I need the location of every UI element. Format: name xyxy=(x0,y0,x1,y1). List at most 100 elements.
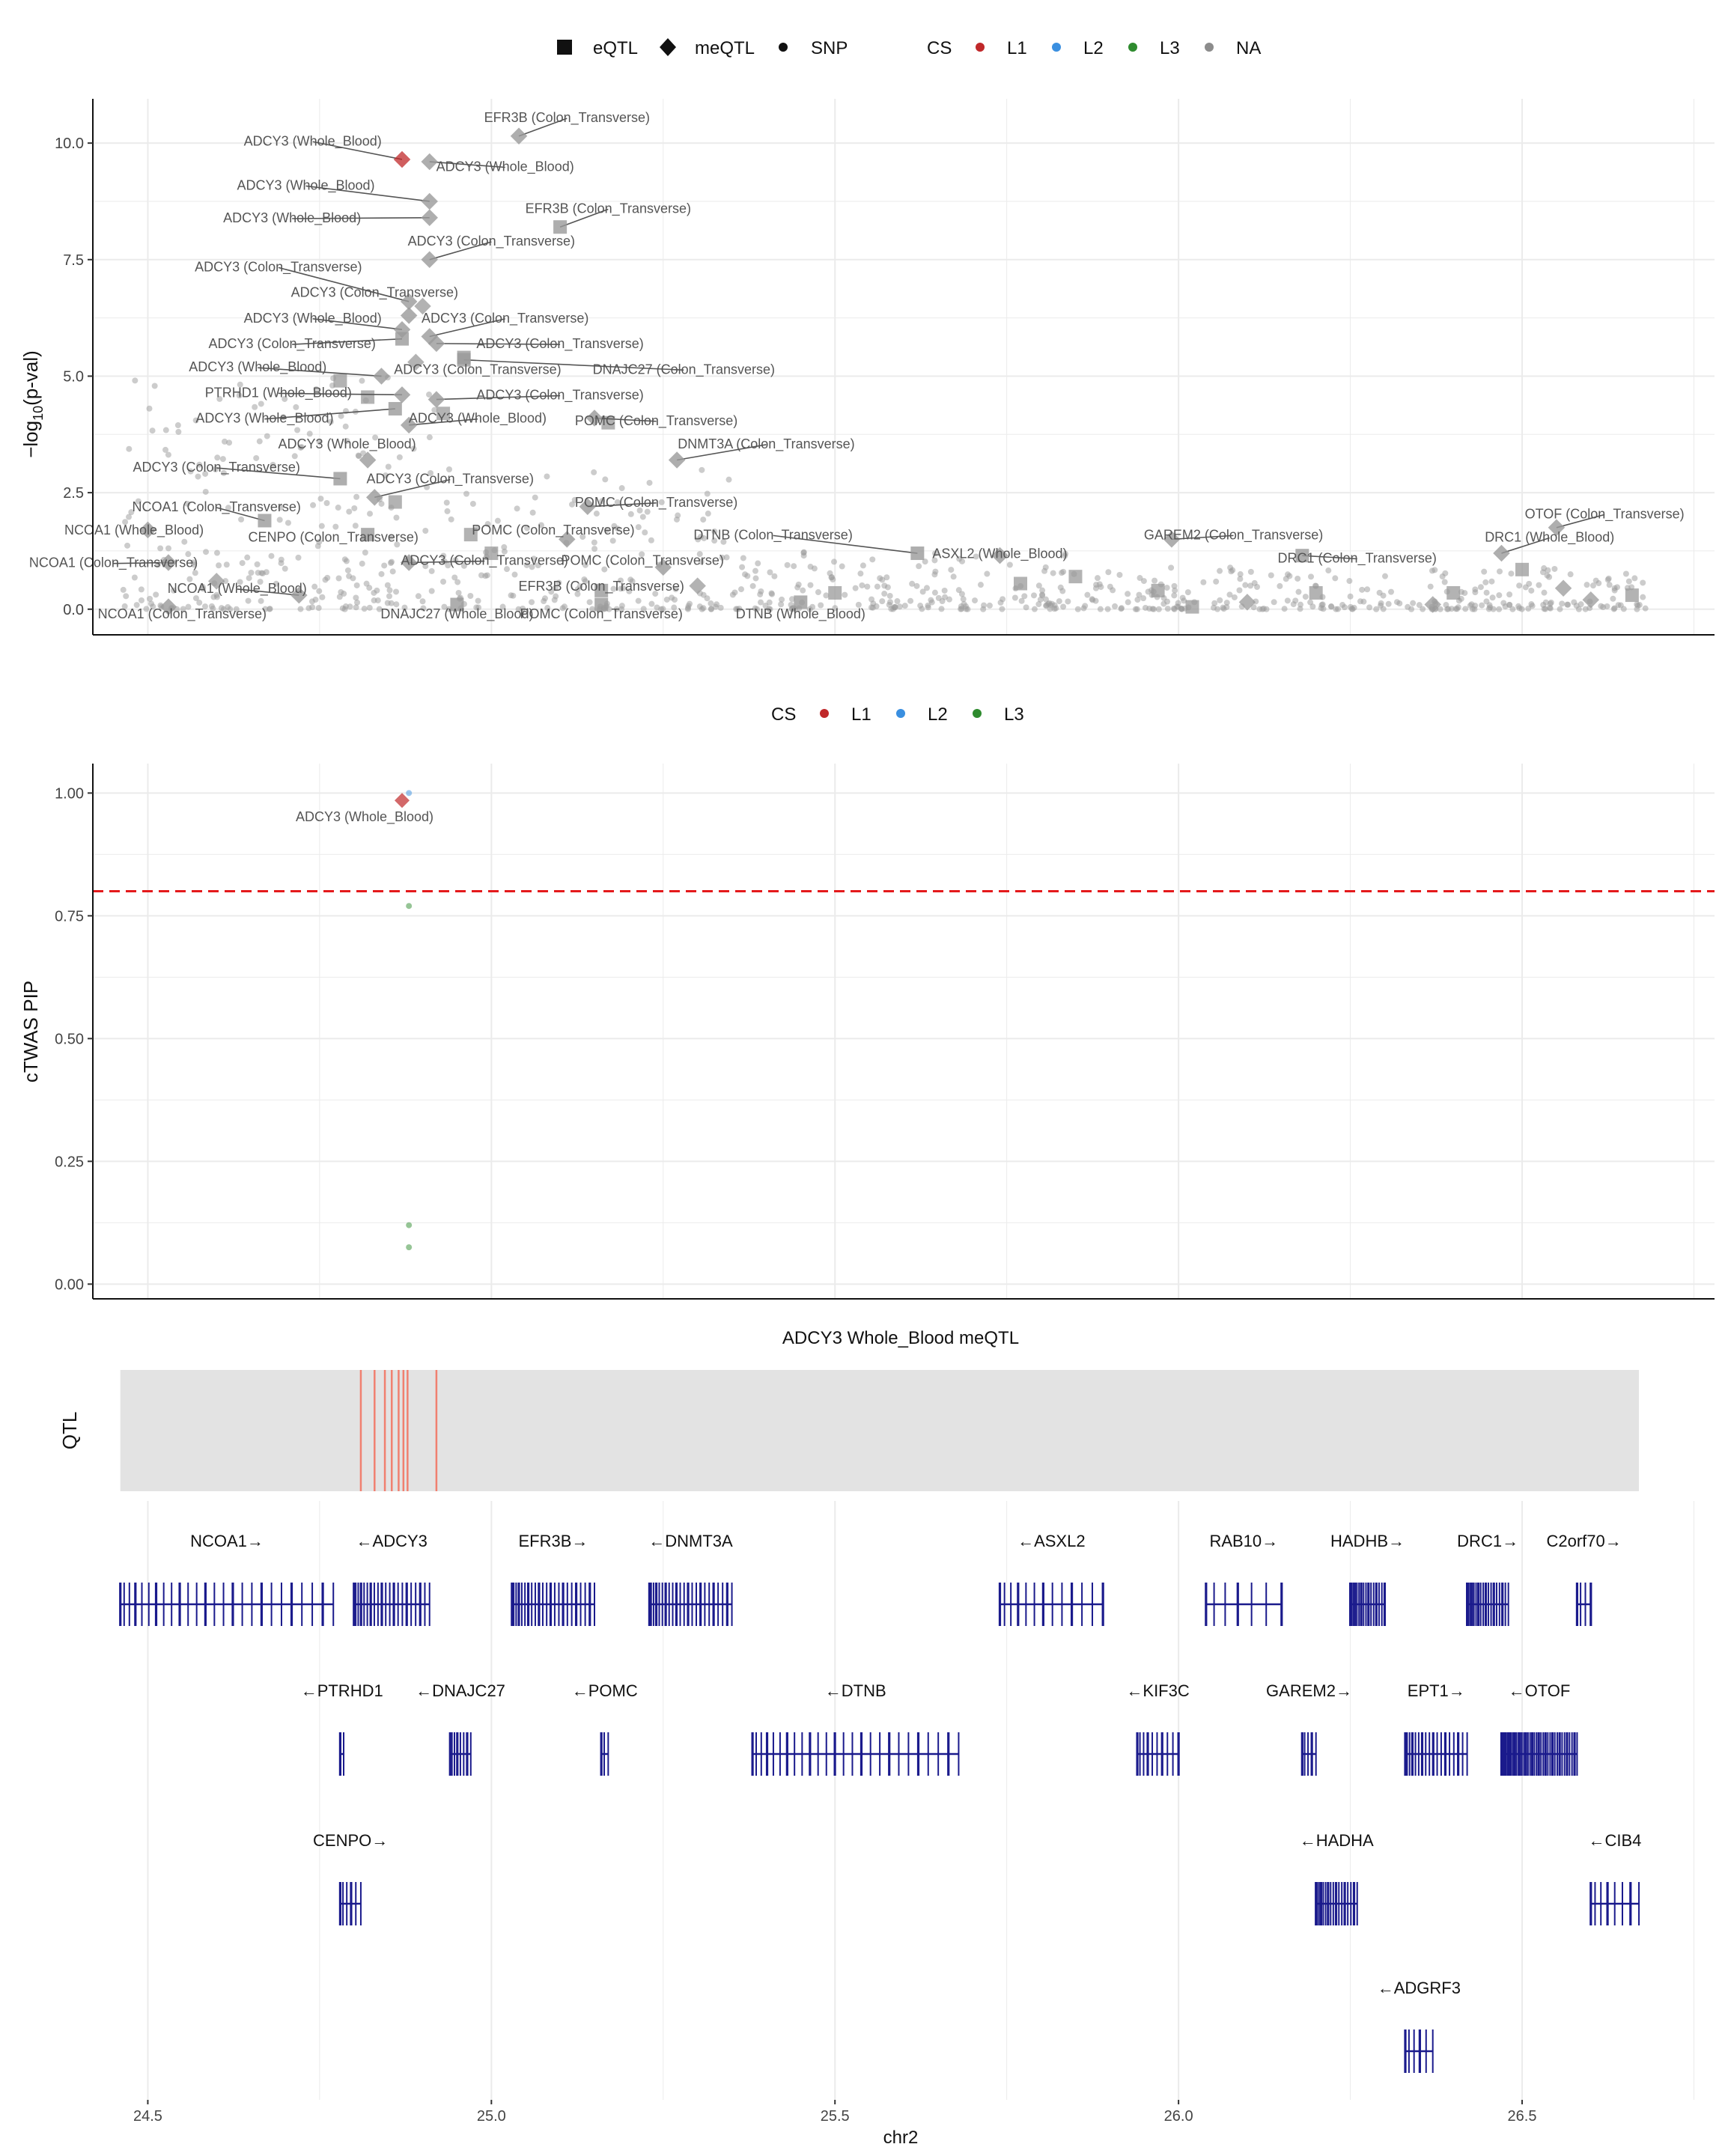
gwas-snp-point xyxy=(1084,591,1091,598)
gwas-snp-point xyxy=(1082,603,1089,609)
gwas-snp-point xyxy=(1092,585,1099,591)
gwas-snp-point xyxy=(768,590,775,597)
legend-mid-cs-title: CS xyxy=(771,704,796,725)
gwas-snp-point xyxy=(335,505,341,511)
gwas-snp-point xyxy=(257,579,264,585)
qtl-y-axis-label: QTL xyxy=(58,1412,81,1450)
gwas-snp-point xyxy=(336,594,343,600)
gwas-snp-point xyxy=(842,591,848,598)
gwas-labeled-point xyxy=(373,368,390,385)
gwas-snp-point xyxy=(725,476,732,483)
gwas-qtl-point xyxy=(828,585,842,600)
gwas-snp-point xyxy=(941,587,948,594)
gwas-snp-point xyxy=(1582,606,1589,612)
gwas-y-tick-label: 10.0 xyxy=(55,135,84,152)
gwas-snp-point xyxy=(353,493,360,500)
gwas-point-label: ADCY3 (Whole_Blood) xyxy=(436,159,574,175)
gwas-label-leader xyxy=(518,118,568,137)
gwas-point-label: PTRHD1 (Whole_Blood) xyxy=(205,385,352,401)
gwas-snp-point xyxy=(800,587,806,594)
gwas-snp-point xyxy=(1171,592,1178,599)
gwas-snp-point xyxy=(1281,606,1288,612)
gwas-snp-point xyxy=(157,545,164,552)
gwas-snp-point xyxy=(135,498,142,505)
gwas-snp-point xyxy=(963,606,970,612)
gwas-snp-point xyxy=(1050,570,1056,576)
gwas-snp-point xyxy=(1437,606,1443,612)
gwas-snp-point xyxy=(385,463,392,470)
gwas-snp-point xyxy=(818,602,824,609)
gwas-snp-point xyxy=(1488,578,1495,585)
gwas-snp-point xyxy=(711,528,718,535)
gwas-snp-point xyxy=(1640,594,1646,600)
gwas-snp-point xyxy=(696,551,703,558)
gwas-snp-point xyxy=(316,538,323,545)
gene-asxl2: ←ASXL2 xyxy=(998,1532,1104,1626)
gwas-snp-point xyxy=(857,570,864,577)
gwas-snp-point xyxy=(1297,601,1304,608)
gwas-snp-point xyxy=(887,599,894,606)
pip-y-tick-label: 0.25 xyxy=(55,1154,84,1170)
gwas-snp-point xyxy=(515,606,522,612)
gwas-snp-point xyxy=(999,606,1006,612)
gwas-snp-point xyxy=(1132,606,1139,612)
gwas-snp-point xyxy=(1567,571,1574,578)
gwas-snp-point xyxy=(552,585,559,591)
gwas-snp-point xyxy=(1325,567,1332,574)
gwas-point-label: EFR3B (Colon_Transverse) xyxy=(484,110,650,126)
gwas-snp-point xyxy=(700,517,707,523)
gwas-snp-point xyxy=(440,552,447,559)
gene-x-tick-label: 25.0 xyxy=(477,2108,506,2125)
gwas-snp-point xyxy=(1023,604,1029,611)
gwas-snp-point xyxy=(511,571,518,578)
gwas-snp-point xyxy=(448,516,454,523)
gwas-snp-point xyxy=(1381,573,1388,579)
gwas-snp-point xyxy=(339,605,346,612)
gwas-snp-point xyxy=(1271,599,1277,606)
gwas-snp-point xyxy=(143,606,150,612)
gwas-point-label: DRC1 (Colon_Transverse) xyxy=(1278,550,1437,566)
gwas-snp-point xyxy=(1500,600,1507,606)
gwas-snp-point xyxy=(1444,606,1451,612)
gene-dnajc27: ←DNAJC27 xyxy=(416,1681,505,1776)
gwas-snp-point xyxy=(1284,597,1291,604)
gwas-snp-point xyxy=(1035,601,1042,608)
gwas-snp-point xyxy=(613,606,620,612)
gene-label: NCOA1→ xyxy=(190,1532,264,1550)
gwas-snp-point xyxy=(444,508,451,514)
gwas-qtl-point xyxy=(1185,600,1199,614)
gwas-snp-point xyxy=(237,579,243,585)
legend-mid-l2-label: L2 xyxy=(928,704,948,725)
legend-na-dot-icon xyxy=(1205,43,1214,52)
gwas-snp-point xyxy=(788,596,795,603)
gwas-snp-point xyxy=(359,377,365,384)
gwas-point-label: DNAJC27 (Colon_Transverse) xyxy=(593,362,775,377)
gwas-y-axis-label-main: −log xyxy=(19,421,42,458)
gwas-snp-point xyxy=(1171,582,1178,589)
gwas-qtl-point xyxy=(1424,596,1441,613)
gene-kif3c: ←KIF3C xyxy=(1126,1681,1190,1776)
gwas-snp-point xyxy=(381,562,388,569)
gwas-snp-point xyxy=(335,575,342,582)
gwas-snp-point xyxy=(1489,594,1496,601)
gwas-snp-point xyxy=(282,395,288,402)
gwas-snp-point xyxy=(162,427,169,433)
gwas-point-label: POMC (Colon_Transverse) xyxy=(575,495,737,511)
gwas-labeled-point xyxy=(450,597,464,612)
gwas-snp-point xyxy=(1606,582,1613,588)
gwas-snp-point xyxy=(1168,564,1175,571)
gwas-snp-point xyxy=(1335,606,1342,612)
legend-l2-dot-icon xyxy=(1052,43,1061,52)
gwas-point-label: EFR3B (Colon_Transverse) xyxy=(518,579,684,594)
gwas-labeled-point xyxy=(594,583,609,597)
gwas-label-leader xyxy=(773,535,918,554)
gwas-snp-point xyxy=(901,603,908,609)
gwas-snp-point xyxy=(972,597,979,604)
gwas-snp-point xyxy=(316,439,323,445)
gwas-snp-point xyxy=(815,589,821,596)
gwas-snp-point xyxy=(1217,597,1223,603)
gwas-snp-point xyxy=(190,559,197,566)
gwas-snp-point xyxy=(935,594,942,601)
gwas-qtl-point xyxy=(1238,594,1256,611)
gwas-snp-point xyxy=(422,527,429,534)
